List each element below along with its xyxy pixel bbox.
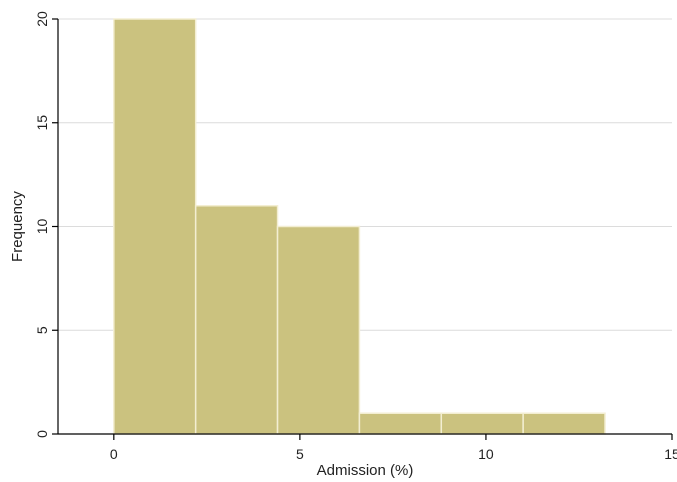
x-tick-label-10: 10	[478, 446, 494, 462]
histogram-bar-3	[276, 225, 361, 435]
y-tick-label-15: 15	[34, 115, 50, 131]
y-tick-label-0: 0	[34, 430, 50, 438]
x-tick-label-5: 5	[296, 446, 304, 462]
y-tick-label-10: 10	[34, 219, 50, 235]
histogram-bar-5	[440, 412, 524, 435]
x-axis-title: Admission (%)	[317, 462, 414, 479]
histogram-bar-1	[113, 18, 197, 435]
y-axis-ticks: 0 5 10 15 20	[34, 11, 58, 438]
x-tick-label-15: 15	[664, 446, 677, 462]
y-axis-title: Frequency	[9, 191, 26, 262]
y-tick-label-20: 20	[34, 11, 50, 27]
histogram-bar-4	[358, 412, 443, 435]
histogram-bar-2	[194, 205, 279, 435]
x-axis-ticks: 0 5 10 15	[110, 434, 677, 462]
y-tick-label-5: 5	[34, 326, 50, 334]
x-tick-label-0: 0	[110, 446, 118, 462]
histogram-bar-6	[522, 412, 606, 435]
